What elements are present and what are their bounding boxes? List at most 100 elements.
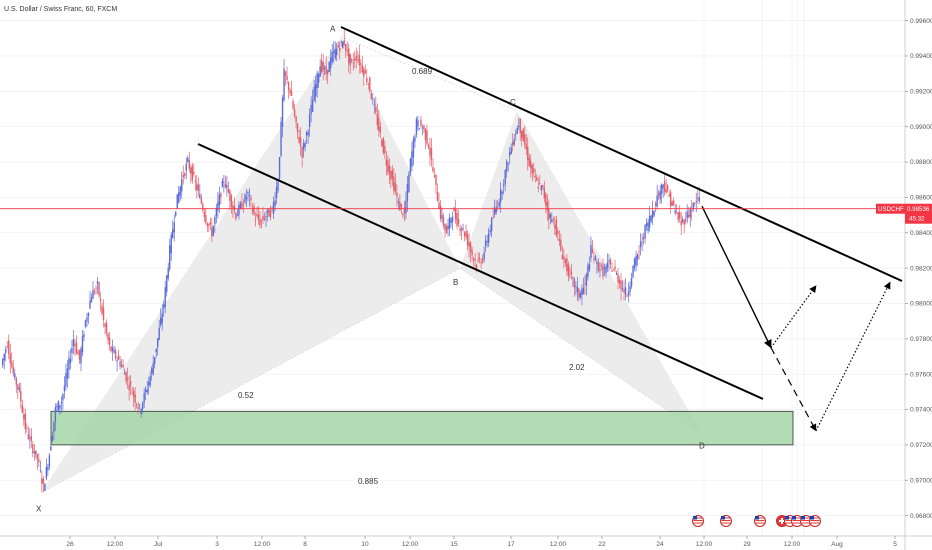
- candle-body: [14, 373, 16, 378]
- candle-body: [382, 138, 385, 153]
- candle-body: [329, 57, 332, 69]
- candle-body: [674, 210, 676, 214]
- candle-body: [502, 184, 505, 186]
- candle-body: [456, 213, 458, 227]
- y-tick-label: 0.98600: [910, 195, 932, 202]
- candle-body: [8, 340, 10, 354]
- candle-body: [274, 200, 276, 206]
- candle-body: [576, 287, 579, 293]
- candle-body: [418, 128, 421, 130]
- candle-body: [132, 390, 135, 397]
- candle-body: [551, 219, 553, 223]
- time-axis[interactable]: 26 12:00 Jul 3 12:00 8 10 12:00 15 17 12:00 22 24 12:…: [0, 535, 932, 548]
- candle-body: [283, 68, 285, 101]
- candle-body: [305, 132, 308, 136]
- x-tick-label: 8: [303, 541, 307, 548]
- candle-body: [573, 278, 576, 288]
- candle-body: [60, 401, 63, 404]
- candle-body: [187, 157, 189, 162]
- us-flag-icon[interactable]: [791, 515, 803, 527]
- candle-body: [212, 225, 215, 236]
- candle-body: [639, 241, 642, 248]
- candle-body: [462, 228, 464, 230]
- candle-body: [167, 268, 169, 279]
- point-label-c: C: [510, 98, 516, 107]
- x-tick-label: 12:00: [550, 541, 567, 548]
- candle-body: [239, 203, 242, 209]
- candle-body: [200, 197, 203, 204]
- candle-body: [656, 195, 658, 207]
- candle-body: [129, 381, 132, 386]
- candle-body: [361, 65, 363, 73]
- candle-body: [6, 346, 8, 348]
- candle-body: [77, 352, 79, 355]
- candle-body: [331, 51, 333, 62]
- candle-body: [411, 151, 413, 167]
- us-flag-icon[interactable]: [809, 515, 821, 527]
- candle-body: [665, 189, 667, 193]
- candle-body: [427, 144, 430, 148]
- candle-body: [384, 145, 386, 154]
- candle-body: [663, 181, 666, 192]
- candle-body: [606, 262, 609, 269]
- candle-body: [343, 39, 345, 45]
- candle-body: [30, 435, 33, 442]
- candle-body: [116, 360, 118, 362]
- candle-body: [278, 156, 281, 179]
- y-tick-label: 0.98000: [910, 301, 932, 308]
- event-icons[interactable]: [692, 515, 821, 527]
- us-flag-icon[interactable]: [720, 515, 732, 527]
- candle-body: [369, 77, 371, 92]
- symbol-tag: USDCHF: [878, 206, 904, 213]
- x-tick-label: 29: [743, 541, 751, 548]
- candle-body: [117, 355, 120, 360]
- candle-body: [510, 147, 512, 155]
- candle-body: [611, 271, 613, 273]
- candle-body: [110, 346, 112, 352]
- ratio-line: [40, 267, 461, 493]
- price-axis[interactable]: 0.99600 0.99400 0.99200 0.99000 0.98800 0.986…: [904, 0, 932, 550]
- candle-body: [400, 203, 403, 208]
- candle-body: [567, 263, 570, 277]
- candle-body: [54, 407, 57, 422]
- us-flag-icon[interactable]: [800, 515, 812, 527]
- candle-body: [480, 261, 482, 264]
- candle-body: [68, 357, 70, 371]
- candle-body: [197, 184, 200, 191]
- candle-body: [454, 209, 457, 220]
- candle-body: [660, 184, 663, 194]
- candle-body: [531, 165, 533, 174]
- candle-body: [87, 312, 90, 317]
- candle-body: [96, 281, 99, 284]
- channel-line: [197, 143, 764, 400]
- candle-body: [647, 222, 649, 231]
- candle-body: [102, 307, 105, 320]
- candle-body: [196, 183, 198, 191]
- candle-body: [493, 208, 496, 215]
- us-flag-icon[interactable]: [754, 515, 766, 527]
- candle-body: [626, 295, 628, 297]
- candle-body: [671, 201, 673, 206]
- current-price-tag: USDCHF 0.98536 45:32: [0, 203, 932, 224]
- candle-body: [678, 212, 681, 219]
- pattern-labels: X A B C D 0.689 0.52 2.02 0.885: [36, 25, 705, 514]
- candle-body: [489, 229, 491, 233]
- candle-body: [546, 202, 549, 211]
- candle-body: [591, 248, 594, 253]
- candle-body: [125, 372, 127, 382]
- candle-body: [498, 201, 500, 207]
- candle-body: [632, 265, 634, 278]
- candle-body: [435, 174, 437, 185]
- pattern-triangles: [40, 36, 703, 493]
- candle-body: [387, 160, 389, 172]
- candle-body: [153, 357, 156, 364]
- candle-body: [689, 209, 691, 218]
- x-tick-label: Jul: [154, 541, 163, 548]
- candle-body: [147, 381, 150, 386]
- projection-dashed: [770, 347, 817, 432]
- candle-body: [104, 323, 106, 327]
- candle-body: [218, 194, 221, 206]
- us-flag-icon[interactable]: [692, 515, 704, 527]
- candle-body: [179, 186, 181, 196]
